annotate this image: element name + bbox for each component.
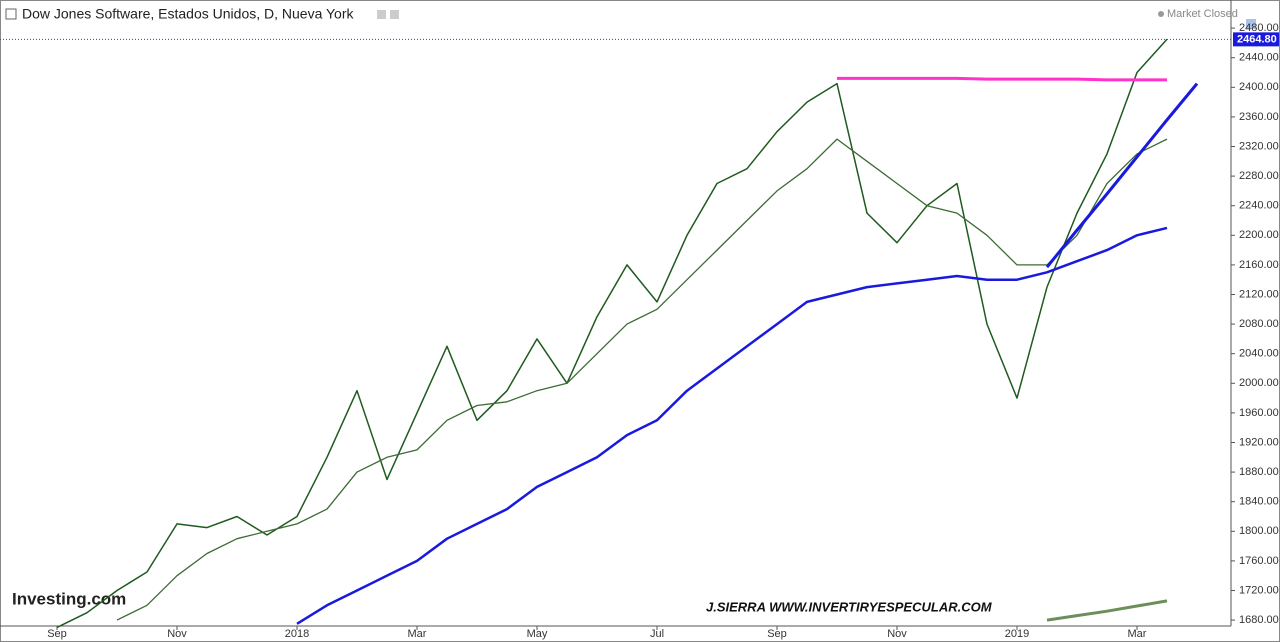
x-tick-label: 2019 <box>1005 628 1029 640</box>
series-line <box>837 76 1167 82</box>
watermark: Investing.com <box>12 589 126 608</box>
market-status: Market Closed <box>1167 8 1238 20</box>
collapse-icon[interactable] <box>5 8 17 20</box>
last-price-box <box>1233 32 1279 47</box>
y-tick-label: 2400.00 <box>1239 81 1279 93</box>
x-tick-label: Mar <box>1128 628 1147 640</box>
last-price-label: 2464.80 <box>1237 33 1277 45</box>
y-tick-label: 2360.00 <box>1239 111 1279 123</box>
y-tick-label: 2280.00 <box>1239 170 1279 182</box>
y-tick-label: 1920.00 <box>1239 436 1279 448</box>
x-tick-label: Nov <box>887 628 907 640</box>
y-tick-label: 2480.00 <box>1239 22 1279 34</box>
y-tick-label: 2200.00 <box>1239 229 1279 241</box>
series-line <box>1045 82 1199 269</box>
series-line <box>56 38 1168 629</box>
series-line <box>116 138 1168 621</box>
y-tick-label: 1720.00 <box>1239 584 1279 596</box>
x-tick-label: May <box>527 628 548 640</box>
settings-icon[interactable] <box>377 10 386 19</box>
series-line <box>1046 599 1168 622</box>
chart-title: Dow Jones Software, Estados Unidos, D, N… <box>22 6 355 22</box>
y-tick-label: 2440.00 <box>1239 52 1279 64</box>
y-tick-label: 1840.00 <box>1239 496 1279 508</box>
y-tick-label: 1760.00 <box>1239 555 1279 567</box>
plot-area <box>56 38 1199 629</box>
info-icon[interactable] <box>1246 19 1256 29</box>
status-dot <box>1158 11 1164 17</box>
x-tick-label: Sep <box>767 628 787 640</box>
y-tick-label: 2240.00 <box>1239 200 1279 212</box>
y-tick-label: 1680.00 <box>1239 614 1279 626</box>
y-tick-label: 1880.00 <box>1239 466 1279 478</box>
y-tick-label: 2000.00 <box>1239 377 1279 389</box>
y-tick-label: 2120.00 <box>1239 288 1279 300</box>
signature: J.SIERRA WWW.INVERTIRYESPECULAR.COM <box>706 599 993 614</box>
x-tick-label: 2018 <box>285 628 309 640</box>
y-tick-label: 2080.00 <box>1239 318 1279 330</box>
y-tick-label: 1800.00 <box>1239 525 1279 537</box>
y-tick-label: 2320.00 <box>1239 140 1279 152</box>
series-line <box>296 226 1168 625</box>
x-tick-label: Nov <box>167 628 187 640</box>
y-tick-label: 2040.00 <box>1239 348 1279 360</box>
close-icon[interactable] <box>390 10 399 19</box>
y-tick-label: 2160.00 <box>1239 259 1279 271</box>
x-tick-label: Sep <box>47 628 67 640</box>
y-tick-label: 1960.00 <box>1239 407 1279 419</box>
x-tick-label: Jul <box>650 628 664 640</box>
x-tick-label: Mar <box>408 628 427 640</box>
